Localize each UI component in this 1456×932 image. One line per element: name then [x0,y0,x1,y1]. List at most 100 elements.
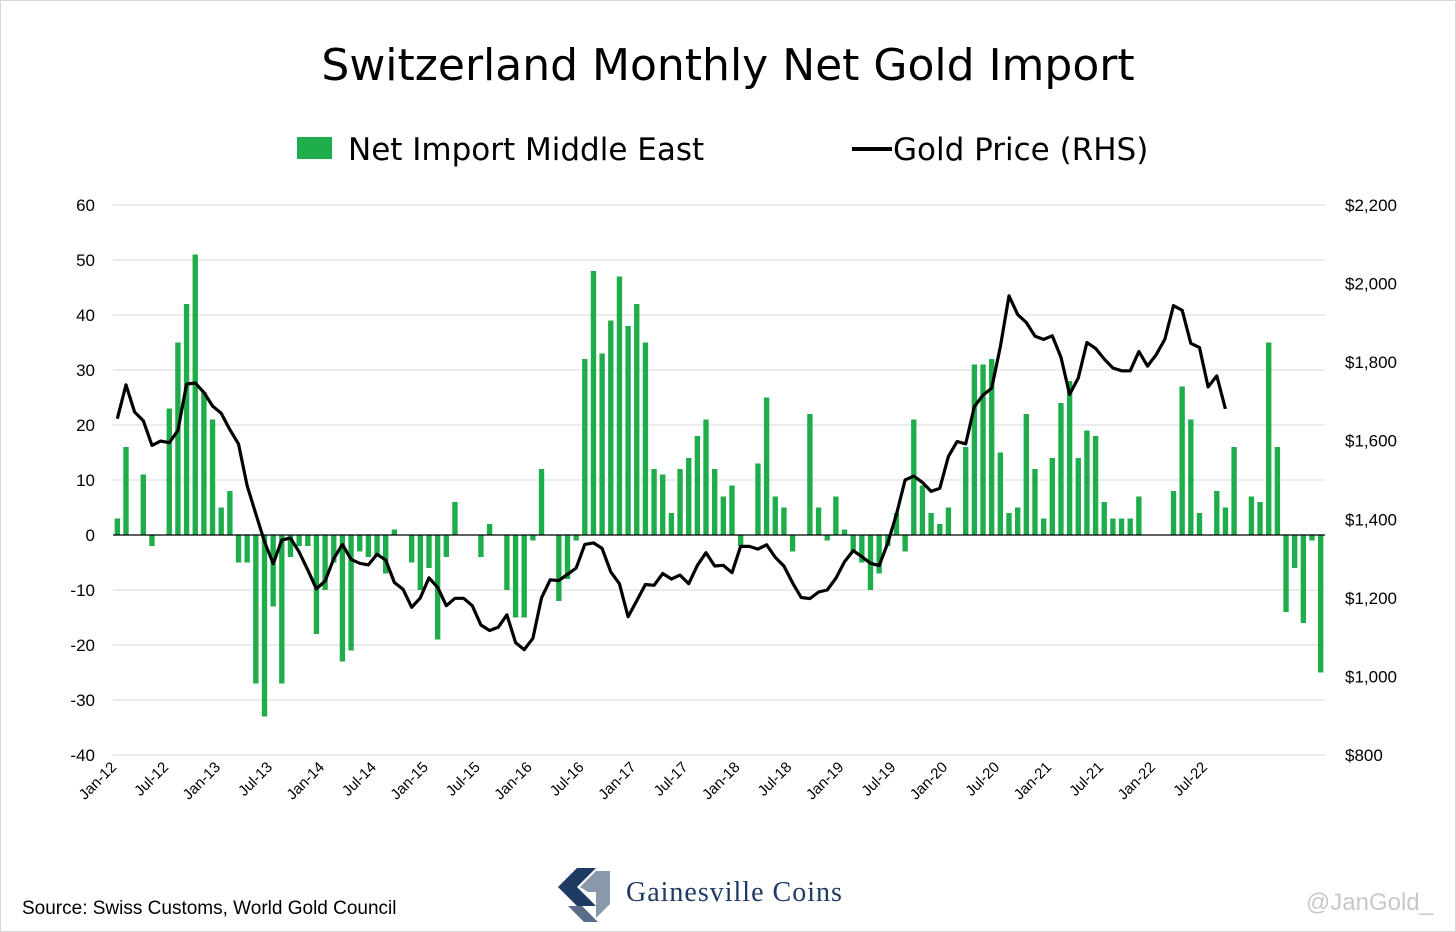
y-tick-label-left: 40 [76,306,95,325]
bar [590,271,597,535]
bar [218,507,224,535]
author-handle: @JanGold_ [1306,889,1434,916]
bar [582,359,588,535]
bar [408,535,415,563]
bar-series [114,254,1324,717]
y-tick-label-left: 50 [76,251,95,270]
bar [789,535,796,552]
bar [1317,535,1324,673]
line-series [115,294,1227,652]
x-tick-label: Jul-20 [962,759,1003,800]
x-tick-label: Jul-13 [235,759,276,800]
bar [1300,535,1307,623]
y-tick-label-right: $1,200 [1345,589,1397,608]
bar [573,535,579,541]
y-tick-label-left: 20 [76,416,95,435]
bar [634,304,640,535]
bar [694,436,701,535]
bar [660,474,666,535]
x-tick-label: Jan-21 [1011,759,1055,803]
bar [980,364,986,535]
bar [668,513,675,535]
bar [313,535,320,634]
bar [1023,414,1030,535]
y-tick-label-right: $2,000 [1345,275,1397,294]
bar [807,414,813,535]
bar [781,507,787,535]
bar [1058,403,1064,535]
bar [1040,518,1047,535]
legend-label-line: Gold Price (RHS) [893,132,1148,168]
bar [599,353,605,535]
bar [1214,491,1220,535]
bar [209,419,216,535]
x-tick-label: Jan-20 [907,759,951,803]
bar [1309,535,1315,541]
y-tick-label-left: 30 [76,361,95,380]
bar [348,535,354,651]
bar [296,535,302,546]
bar [876,535,882,574]
bar [478,535,484,557]
y-tick-label-left: 0 [86,526,95,545]
bar [1075,458,1081,535]
bar [928,513,934,535]
legend: Net Import Middle East Gold Price (RHS) [297,132,1148,168]
bar [443,535,449,557]
bar [521,535,527,618]
y-tick-label-left: -20 [70,636,95,655]
bar [279,535,285,684]
bar [140,474,146,535]
bar [114,518,121,535]
source-note: Source: Swiss Customs, World Gold Counci… [22,898,397,919]
x-tick-label: Jan-17 [595,759,639,803]
bar [833,496,839,535]
legend-label-bars: Net Import Middle East [348,132,704,168]
x-tick-label: Jul-17 [651,759,692,800]
bar [850,535,856,552]
bar [305,535,311,546]
brand-name: Gainesville Coins [626,877,843,908]
bar [1032,469,1038,535]
bar [971,364,978,535]
bar [1118,518,1125,535]
bar [642,342,649,535]
x-tick-label: Jul-22 [1170,759,1211,800]
bar [201,392,207,535]
bar [737,535,744,546]
bar [963,447,969,535]
y-axis-left: 60 50 40 30 20 10 0 -10 -20 -30 -40 [70,196,95,765]
bar [183,304,190,535]
bar [123,447,129,535]
bar [763,397,770,535]
bar [227,491,233,535]
bar [1049,458,1055,535]
x-tick-label: Jan-18 [699,759,743,803]
x-tick-label: Jan-15 [387,759,431,803]
bar [1274,447,1281,535]
gold-price-line [115,294,1227,652]
bar [841,529,848,535]
bar [538,469,545,535]
bar [357,535,363,552]
chart-title: Switzerland Monthly Net Gold Import [321,40,1134,91]
x-tick-label: Jul-19 [858,759,899,800]
bar [711,469,718,535]
bar [1283,535,1289,612]
y-tick-label-left: -10 [70,581,95,600]
y-tick-label-right: $1,400 [1345,510,1397,529]
bar [374,535,380,557]
bar [686,458,692,535]
x-axis: Jan-12 Jul-12 Jan-13 Jul-13 Jan-14 Jul-14 Jan-… [76,759,1211,803]
bar [192,254,198,535]
x-tick-label: Jul-18 [755,759,796,800]
bar [556,535,562,601]
y-tick-label-right: $1,600 [1345,432,1397,451]
bar [945,507,952,535]
bar [331,535,337,563]
bar [365,535,372,557]
y-tick-label-right: $2,200 [1345,196,1397,215]
x-tick-label: Jul-21 [1066,759,1107,800]
bar [989,359,995,535]
